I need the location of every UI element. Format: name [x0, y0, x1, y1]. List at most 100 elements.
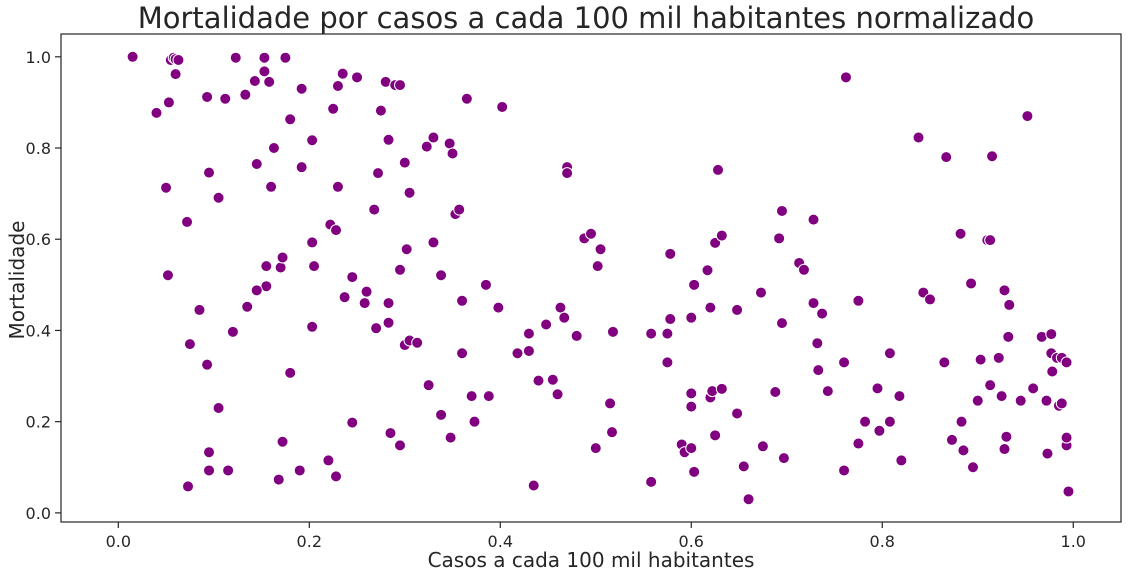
- data-point: [1041, 447, 1054, 460]
- data-point: [248, 74, 261, 87]
- data-point: [986, 150, 999, 163]
- data-point: [712, 163, 725, 176]
- data-point: [358, 297, 371, 310]
- data-point: [954, 227, 967, 240]
- data-point: [966, 461, 979, 474]
- data-point: [327, 102, 340, 115]
- data-point: [558, 311, 571, 324]
- data-point: [606, 325, 619, 338]
- data-point: [816, 307, 829, 320]
- data-point: [1046, 365, 1059, 378]
- y-tick-label: 0.8: [26, 139, 51, 158]
- data-point: [306, 320, 319, 333]
- data-point: [306, 236, 319, 249]
- data-point: [661, 356, 674, 369]
- y-axis-label: Mortalidade: [5, 221, 29, 340]
- data-point: [1060, 356, 1073, 369]
- data-point: [957, 444, 970, 457]
- data-point: [1040, 394, 1053, 407]
- data-point: [496, 100, 509, 113]
- y-tick-label: 0.0: [26, 504, 51, 523]
- data-point: [338, 291, 351, 304]
- data-point: [731, 303, 744, 316]
- data-point: [807, 213, 820, 226]
- data-point: [322, 454, 335, 467]
- x-tick-label: 0.4: [488, 532, 513, 551]
- data-point: [945, 433, 958, 446]
- y-tick-label: 1.0: [26, 48, 51, 67]
- data-point: [398, 156, 411, 169]
- chart-title: Mortalidade por casos a cada 100 mil hab…: [138, 1, 1035, 35]
- data-point: [403, 186, 416, 199]
- data-point: [250, 157, 263, 170]
- data-point: [688, 278, 701, 291]
- data-point: [604, 397, 617, 410]
- data-point: [995, 390, 1008, 403]
- data-point: [427, 131, 440, 144]
- data-point: [284, 113, 297, 126]
- data-point: [346, 271, 359, 284]
- data-point: [522, 344, 535, 357]
- data-point: [591, 260, 604, 273]
- data-point: [161, 269, 174, 282]
- data-point: [797, 263, 810, 276]
- data-point: [606, 426, 619, 439]
- data-point: [1055, 397, 1068, 410]
- data-point: [737, 460, 750, 473]
- data-point: [382, 133, 395, 146]
- data-point: [1062, 485, 1075, 498]
- data-point: [346, 416, 359, 429]
- data-point: [838, 356, 851, 369]
- data-point: [1027, 382, 1040, 395]
- x-tick-label: 1.0: [1061, 532, 1086, 551]
- data-point: [769, 386, 782, 399]
- data-point: [183, 338, 196, 351]
- data-point: [532, 374, 545, 387]
- data-point: [374, 104, 387, 117]
- data-point: [229, 51, 242, 64]
- data-point: [330, 470, 343, 483]
- x-tick-label: 0.0: [106, 532, 131, 551]
- data-point: [456, 347, 469, 360]
- data-point: [709, 429, 722, 442]
- data-point: [384, 427, 397, 440]
- data-point: [181, 215, 194, 228]
- data-point: [589, 442, 602, 455]
- data-point: [435, 269, 448, 282]
- data-point: [331, 79, 344, 92]
- data-point: [645, 475, 658, 488]
- data-point: [974, 353, 987, 366]
- data-point: [1003, 298, 1016, 311]
- data-point: [955, 415, 968, 428]
- data-point: [1002, 330, 1015, 343]
- data-point: [226, 325, 239, 338]
- data-point: [351, 71, 364, 84]
- data-point: [479, 278, 492, 291]
- data-point: [895, 454, 908, 467]
- data-point: [821, 385, 834, 398]
- data-point: [193, 303, 206, 316]
- data-point: [492, 301, 505, 314]
- data-point: [777, 452, 790, 465]
- data-point: [812, 364, 825, 377]
- data-point: [203, 446, 216, 459]
- data-point: [704, 301, 717, 314]
- data-point: [360, 285, 373, 298]
- data-point: [427, 236, 440, 249]
- data-point: [522, 327, 535, 340]
- data-point: [715, 382, 728, 395]
- data-point: [203, 166, 216, 179]
- data-point: [893, 390, 906, 403]
- data-point: [267, 142, 280, 155]
- data-point: [169, 68, 182, 81]
- data-point: [284, 366, 297, 379]
- data-point: [685, 387, 698, 400]
- data-point: [203, 464, 216, 477]
- scatter-points: [126, 50, 1075, 506]
- data-point: [811, 337, 824, 350]
- y-tick-label: 0.4: [26, 321, 51, 340]
- y-tick-label: 0.2: [26, 413, 51, 432]
- data-point: [661, 327, 674, 340]
- data-point: [838, 464, 851, 477]
- data-point: [420, 140, 433, 153]
